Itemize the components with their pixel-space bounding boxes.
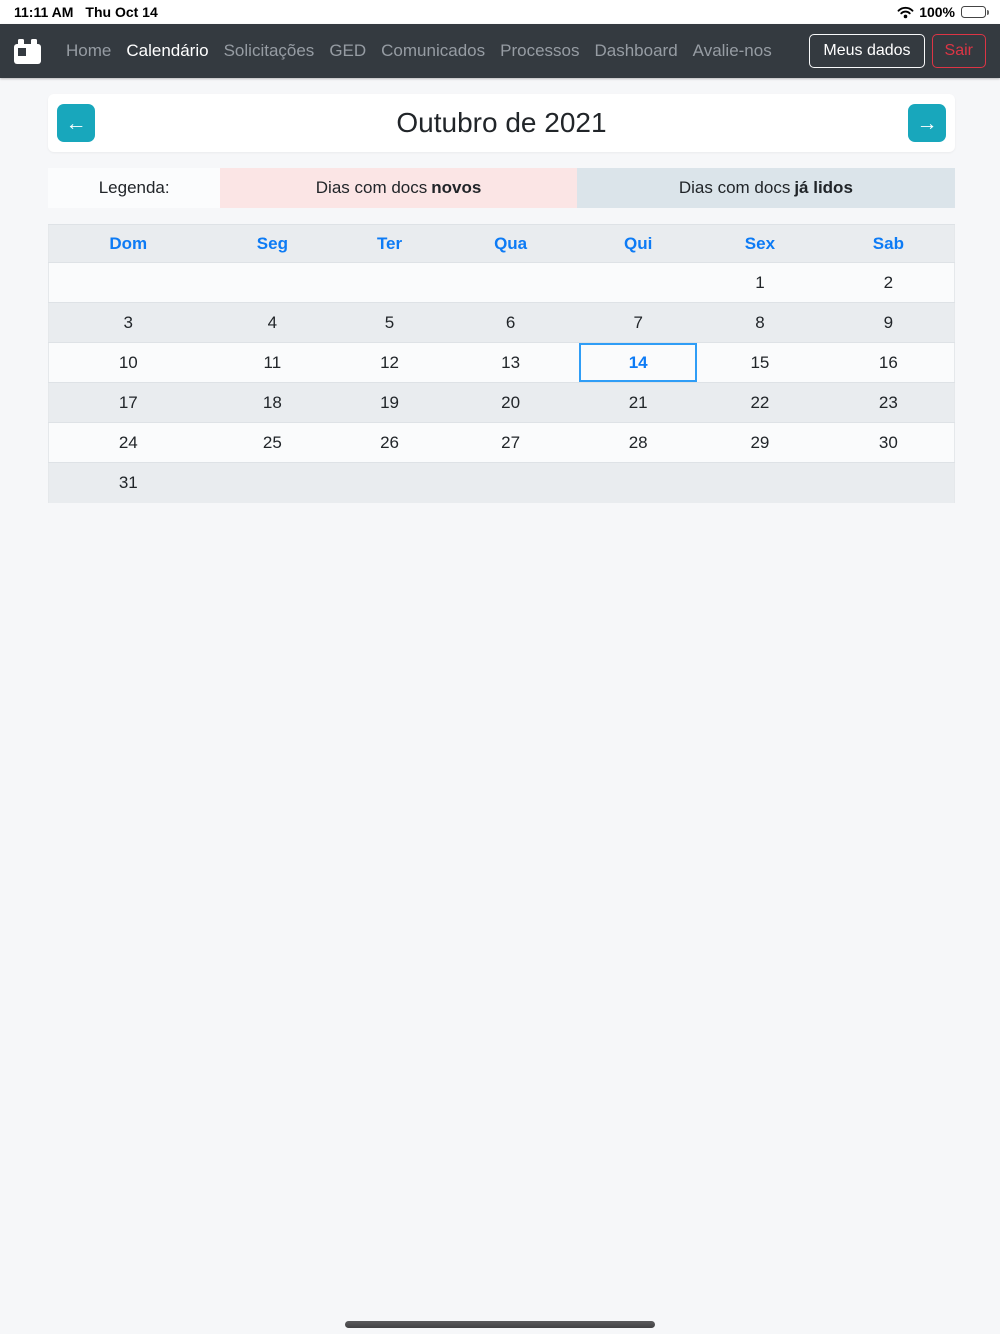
calendar-day-cell[interactable]: 13 (441, 342, 580, 383)
calendar-day-cell[interactable]: 2 (822, 262, 955, 303)
weekday-header: Seg (207, 224, 338, 263)
sair-button[interactable]: Sair (931, 34, 986, 68)
status-bar: 11:11 AM Thu Oct 14 100% (0, 0, 1000, 24)
calendar-day-cell (337, 462, 442, 503)
weekday-header: Sex (697, 224, 823, 263)
nav-item-calendario[interactable]: Calendário (126, 41, 209, 60)
calendar-day-cell[interactable]: 6 (441, 302, 580, 343)
weekday-header: Qua (441, 224, 580, 263)
calendar-table: Dom Seg Ter Qua Qui Sex Sab 1 2 3 4 5 6 7 8 9 10 11 12 13 1… (48, 224, 955, 503)
calendar-day-cell[interactable]: 10 (48, 342, 208, 383)
calendar-day-cell[interactable]: 16 (822, 342, 955, 383)
nav-item-avalie-nos[interactable]: Avalie-nos (692, 41, 772, 60)
nav-item-solicitacoes[interactable]: Solicitações (223, 41, 315, 60)
nav-item-home[interactable]: Home (66, 41, 112, 60)
calendar-day-cell (579, 262, 698, 303)
nav-item-processos[interactable]: Processos (500, 41, 580, 60)
calendar-week-row: 10 11 12 13 14 15 16 (48, 342, 955, 383)
legend-bar: Legenda: Dias com docs novos Dias com doc… (48, 168, 955, 208)
calendar-day-cell (207, 262, 338, 303)
calendar-day-cell[interactable]: 18 (207, 382, 338, 423)
calendar-day-cell (337, 262, 442, 303)
home-indicator-bar[interactable] (345, 1321, 655, 1328)
calendar-week-row: 17 18 19 20 21 22 23 (48, 382, 955, 423)
nav-item-ged[interactable]: GED (329, 41, 367, 60)
calendar-day-cell[interactable]: 9 (822, 302, 955, 343)
meus-dados-button[interactable]: Meus dados (809, 34, 925, 68)
calendar-day-cell (441, 262, 580, 303)
previous-month-button[interactable]: ← (57, 104, 95, 142)
calendar-day-cell (579, 462, 698, 503)
calendar-week-row: 24 25 26 27 28 29 30 (48, 422, 955, 463)
calendar-day-cell (207, 462, 338, 503)
calendar-day-cell[interactable]: 21 (579, 382, 698, 423)
calendar-day-cell[interactable]: 27 (441, 422, 580, 463)
arrow-right-icon: → (916, 111, 938, 135)
legend-new-docs: Dias com docs novos (220, 168, 577, 208)
weekday-header: Sab (822, 224, 955, 263)
calendar-day-cell (441, 462, 580, 503)
calendar-week-row: 31 (48, 462, 955, 503)
month-title: Outubro de 2021 (396, 107, 607, 138)
calendar-day-cell[interactable]: 5 (337, 302, 442, 343)
calendar-day-cell-selected[interactable]: 14 (579, 342, 698, 383)
calendar-day-cell[interactable]: 25 (207, 422, 338, 463)
calendar-body: 1 2 3 4 5 6 7 8 9 10 11 12 13 14 15 16 17 18 19 20 21 22 23 24 2… (48, 262, 955, 503)
nav-item-comunicados[interactable]: Comunicados (381, 41, 486, 60)
calendar-day-cell[interactable]: 19 (337, 382, 442, 423)
arrow-left-icon: ← (65, 111, 87, 135)
calendar-day-cell[interactable]: 31 (48, 462, 208, 503)
calendar-day-cell (822, 462, 955, 503)
battery-percent-label: 100% (919, 4, 955, 20)
calendar-day-cell[interactable]: 24 (48, 422, 208, 463)
status-time: 11:11 AM (14, 4, 74, 20)
nav-item-dashboard[interactable]: Dashboard (594, 41, 678, 60)
calendar-day-cell[interactable]: 8 (697, 302, 823, 343)
calendar-day-cell[interactable]: 23 (822, 382, 955, 423)
calendar-day-cell[interactable]: 1 (697, 262, 823, 303)
calendar-day-cell[interactable]: 3 (48, 302, 208, 343)
top-navbar: Home Calendário Solicitações GED Comunicados… (0, 24, 1000, 78)
calendar-day-cell[interactable]: 29 (697, 422, 823, 463)
calendar-day-cell[interactable]: 12 (337, 342, 442, 383)
wifi-icon (897, 6, 914, 19)
weekday-header: Qui (579, 224, 698, 263)
calendar-day-cell[interactable]: 17 (48, 382, 208, 423)
calendar-day-cell[interactable]: 26 (337, 422, 442, 463)
legend-read-docs: Dias com docs já lidos (576, 168, 955, 208)
calendar-day-cell[interactable]: 7 (579, 302, 698, 343)
legend-label: Legenda: (48, 168, 221, 208)
calendar-day-cell (48, 262, 208, 303)
status-date: Thu Oct 14 (85, 4, 158, 20)
calendar-day-cell[interactable]: 20 (441, 382, 580, 423)
calendar-brand-icon[interactable] (14, 38, 41, 64)
weekday-header: Dom (48, 224, 208, 263)
calendar-day-cell[interactable]: 11 (207, 342, 338, 383)
navbar-menu: Home Calendário Solicitações GED Comunicados… (66, 41, 809, 61)
calendar-day-cell[interactable]: 22 (697, 382, 823, 423)
next-month-button[interactable]: → (908, 104, 946, 142)
battery-icon (961, 6, 989, 18)
calendar-day-cell[interactable]: 4 (207, 302, 338, 343)
calendar-day-cell[interactable]: 30 (822, 422, 955, 463)
calendar-day-cell (697, 462, 823, 503)
calendar-day-cell[interactable]: 28 (579, 422, 698, 463)
calendar-weekday-row: Dom Seg Ter Qua Qui Sex Sab (48, 224, 955, 263)
main-content: ← Outubro de 2021 → Legenda: Dias com do… (0, 78, 1000, 503)
month-navigation-card: ← Outubro de 2021 → (48, 94, 955, 152)
calendar-day-cell[interactable]: 15 (697, 342, 823, 383)
weekday-header: Ter (337, 224, 442, 263)
